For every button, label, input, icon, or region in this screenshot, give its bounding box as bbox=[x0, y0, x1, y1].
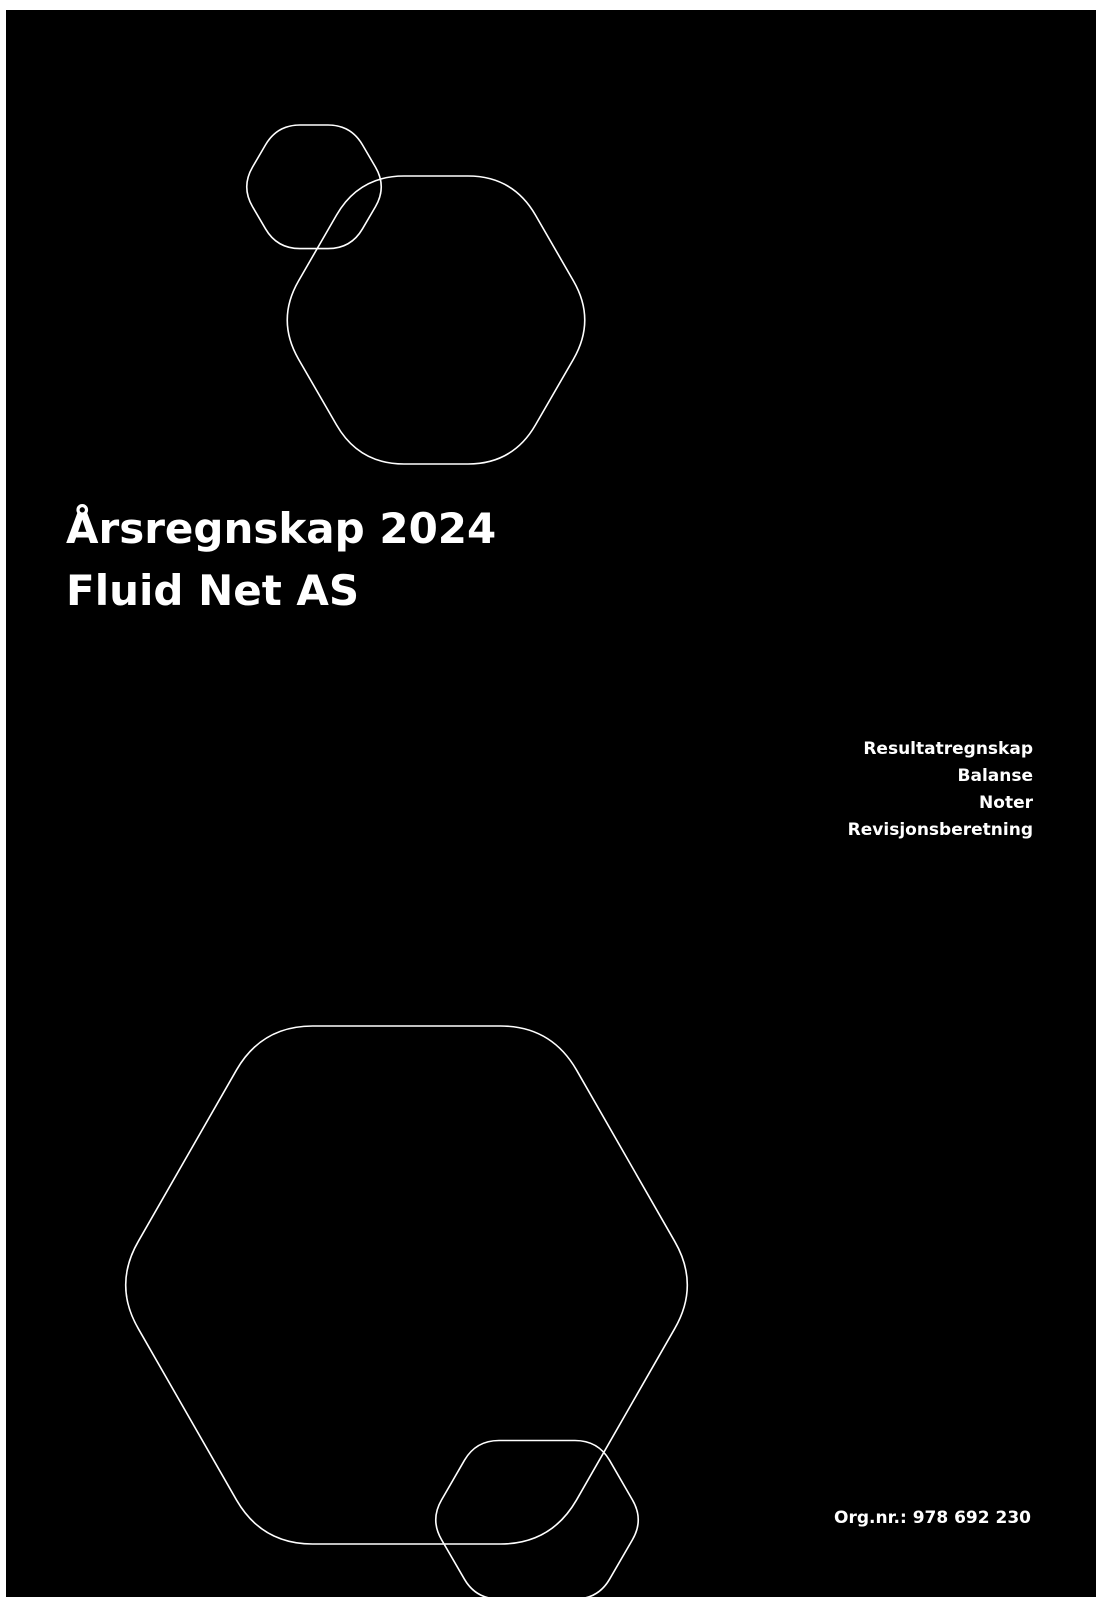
hexagon-small-top bbox=[245, 124, 383, 250]
hexagon-small-bottom bbox=[434, 1439, 640, 1597]
contents-item-resultatregnskap: Resultatregnskap bbox=[863, 739, 1033, 759]
org-number-value: 978 692 230 bbox=[912, 1508, 1031, 1528]
cover-page: Årsregnskap 2024 Fluid Net AS Resultatre… bbox=[6, 10, 1096, 1597]
contents-item-revisjonsberetning: Revisjonsberetning bbox=[847, 820, 1033, 840]
hexagon-decoration bbox=[124, 124, 689, 1597]
contents-list: Resultatregnskap Balanse Noter Revisjons… bbox=[848, 736, 1033, 844]
company-name: Fluid Net AS bbox=[66, 566, 360, 615]
org-number: Org.nr.: 978 692 230 bbox=[834, 1508, 1031, 1528]
title-block: Årsregnskap 2024 Fluid Net AS bbox=[66, 498, 496, 622]
org-number-label: Org.nr.: bbox=[834, 1508, 907, 1528]
hexagon-large-top bbox=[286, 175, 586, 465]
contents-item-balanse: Balanse bbox=[957, 766, 1033, 786]
document-title: Årsregnskap 2024 bbox=[66, 504, 497, 553]
hexagon-large-bottom bbox=[124, 1025, 689, 1545]
contents-item-noter: Noter bbox=[979, 793, 1033, 813]
